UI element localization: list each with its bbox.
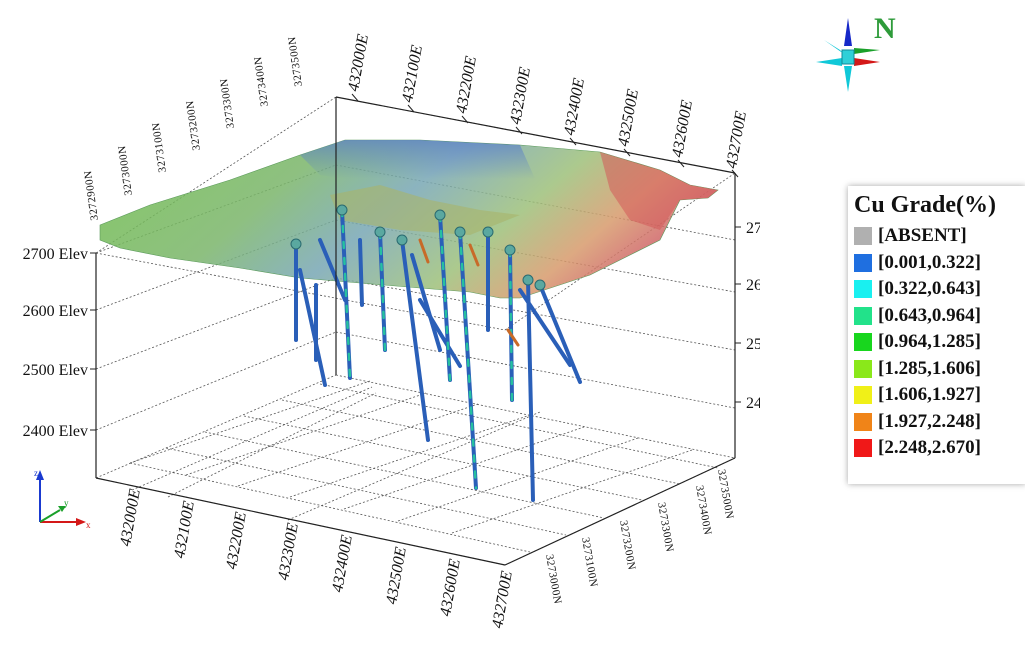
legend-label: [1.285,1.606] [878, 357, 981, 379]
legend-swatch [854, 359, 872, 378]
elevation-label-right: 2700 Elev [746, 220, 760, 237]
elevation-labels-right: 2700 Elev 2600 Elev 2500 Elev 2400 Elev [746, 220, 760, 412]
easting-label-top: 432100E [399, 44, 426, 104]
legend-item: [0.322,0.643] [854, 276, 1025, 303]
legend-swatch [854, 253, 872, 272]
easting-label-bottom: 432600E [437, 558, 464, 618]
elevation-label-left: 2700 Elev [23, 246, 88, 263]
north-arrow-compass [816, 18, 880, 92]
legend-label: [1.606,1.927] [878, 384, 981, 406]
northing-label-bottom: 3273300N [655, 501, 676, 553]
easting-label-bottom: 432100E [171, 500, 198, 560]
northing-label-bottom: 3273200N [617, 519, 638, 571]
easting-label-top: 432400E [561, 77, 588, 137]
terrain-surface [99, 139, 719, 299]
legend-label: [1.927,2.248] [878, 410, 981, 432]
northing-label-top: 3273000N [116, 145, 135, 197]
north-arrow-blue-cone [844, 18, 852, 46]
northing-label-top: 3273400N [252, 56, 271, 108]
legend-item: [2.248,2.670] [854, 435, 1025, 462]
legend-swatch [854, 333, 872, 352]
legend-item: [ABSENT] [854, 223, 1025, 250]
easting-label-bottom: 432200E [223, 511, 250, 571]
elevation-label-left: 2500 Elev [23, 362, 88, 379]
legend-swatch [854, 412, 872, 431]
triad-x-label: x [86, 520, 91, 530]
easting-label-top: 432500E [615, 88, 642, 148]
legend-items: [ABSENT] [0.001,0.322] [0.322,0.643] [0.643… [854, 223, 1025, 462]
easting-label-bottom: 432400E [329, 534, 356, 594]
legend-label: [0.643,0.964] [878, 304, 981, 326]
elevation-label-left: 2600 Elev [23, 303, 88, 320]
northing-label-bottom: 3273100N [579, 536, 600, 588]
easting-label-top: 432600E [669, 99, 696, 159]
elevation-labels-left: 2700 Elev 2600 Elev 2500 Elev 2400 Elev [23, 246, 88, 440]
elevation-label-right: 2600 Elev [746, 277, 760, 294]
northing-label-top: 3273100N [150, 122, 169, 174]
easting-label-bottom: 432700E [489, 570, 516, 630]
legend-item: [1.285,1.606] [854, 356, 1025, 383]
legend-swatch [854, 306, 872, 325]
legend-swatch [854, 280, 872, 299]
northing-label-top: 3273500N [286, 36, 305, 88]
northing-label-top: 3273200N [184, 100, 203, 152]
north-arrow-red-cone [854, 58, 880, 66]
easting-label-top: 432200E [453, 55, 480, 115]
northing-labels-bottom: 3273000N 3273100N 3273200N 3273300N 3273400N… [543, 468, 736, 605]
easting-label-bottom: 432300E [275, 522, 302, 582]
north-arrow-label: N [874, 12, 896, 45]
triad-y-label: y [64, 498, 69, 508]
easting-label-top: 432700E [723, 110, 750, 170]
legend-swatch [854, 227, 872, 246]
easting-label-top: 432000E [345, 33, 372, 93]
legend-item: [1.606,1.927] [854, 382, 1025, 409]
easting-label-bottom: 432500E [383, 546, 410, 606]
3d-block-model-view: 432000E 432100E 432200E 432300E 432400E 43250… [23, 33, 760, 630]
cu-grade-legend: Cu Grade(%) [ABSENT] [0.001,0.322] [0.322,… [848, 186, 1025, 484]
easting-label-bottom: 432000E [117, 488, 144, 548]
northing-label-top: 3272900N [82, 170, 101, 222]
easting-label-top: 432300E [507, 66, 534, 126]
elevation-label-right: 2400 Elev [746, 395, 760, 412]
legend-label: [2.248,2.670] [878, 437, 981, 459]
northing-label-top: 3273300N [218, 78, 237, 130]
northing-label-bottom: 3273000N [543, 553, 564, 605]
legend-item: [0.964,1.285] [854, 329, 1025, 356]
drillholes [290, 204, 582, 502]
elevation-label-left: 2400 Elev [23, 423, 88, 440]
northing-label-bottom: 3273500N [715, 468, 736, 520]
legend-item: [0.643,0.964] [854, 303, 1025, 330]
frame-box [95, 96, 736, 566]
legend-label: [0.001,0.322] [878, 251, 981, 273]
legend-label: [0.964,1.285] [878, 331, 981, 353]
northing-label-bottom: 3273400N [693, 484, 714, 536]
legend-item: [0.001,0.322] [854, 250, 1025, 277]
legend-label: [ABSENT] [878, 225, 967, 247]
legend-item: [1.927,2.248] [854, 409, 1025, 436]
triad-z-label: z [34, 468, 38, 478]
tick-marks [90, 93, 741, 431]
legend-swatch [854, 439, 872, 458]
legend-label: [0.322,0.643] [878, 278, 981, 300]
axis-triad-icon: z x y [34, 468, 91, 530]
easting-labels-bottom: 432000E 432100E 432200E 432300E 432400E 43250… [117, 488, 516, 630]
legend-title: Cu Grade(%) [854, 192, 996, 218]
elevation-label-right: 2500 Elev [746, 336, 760, 353]
legend-swatch [854, 386, 872, 405]
